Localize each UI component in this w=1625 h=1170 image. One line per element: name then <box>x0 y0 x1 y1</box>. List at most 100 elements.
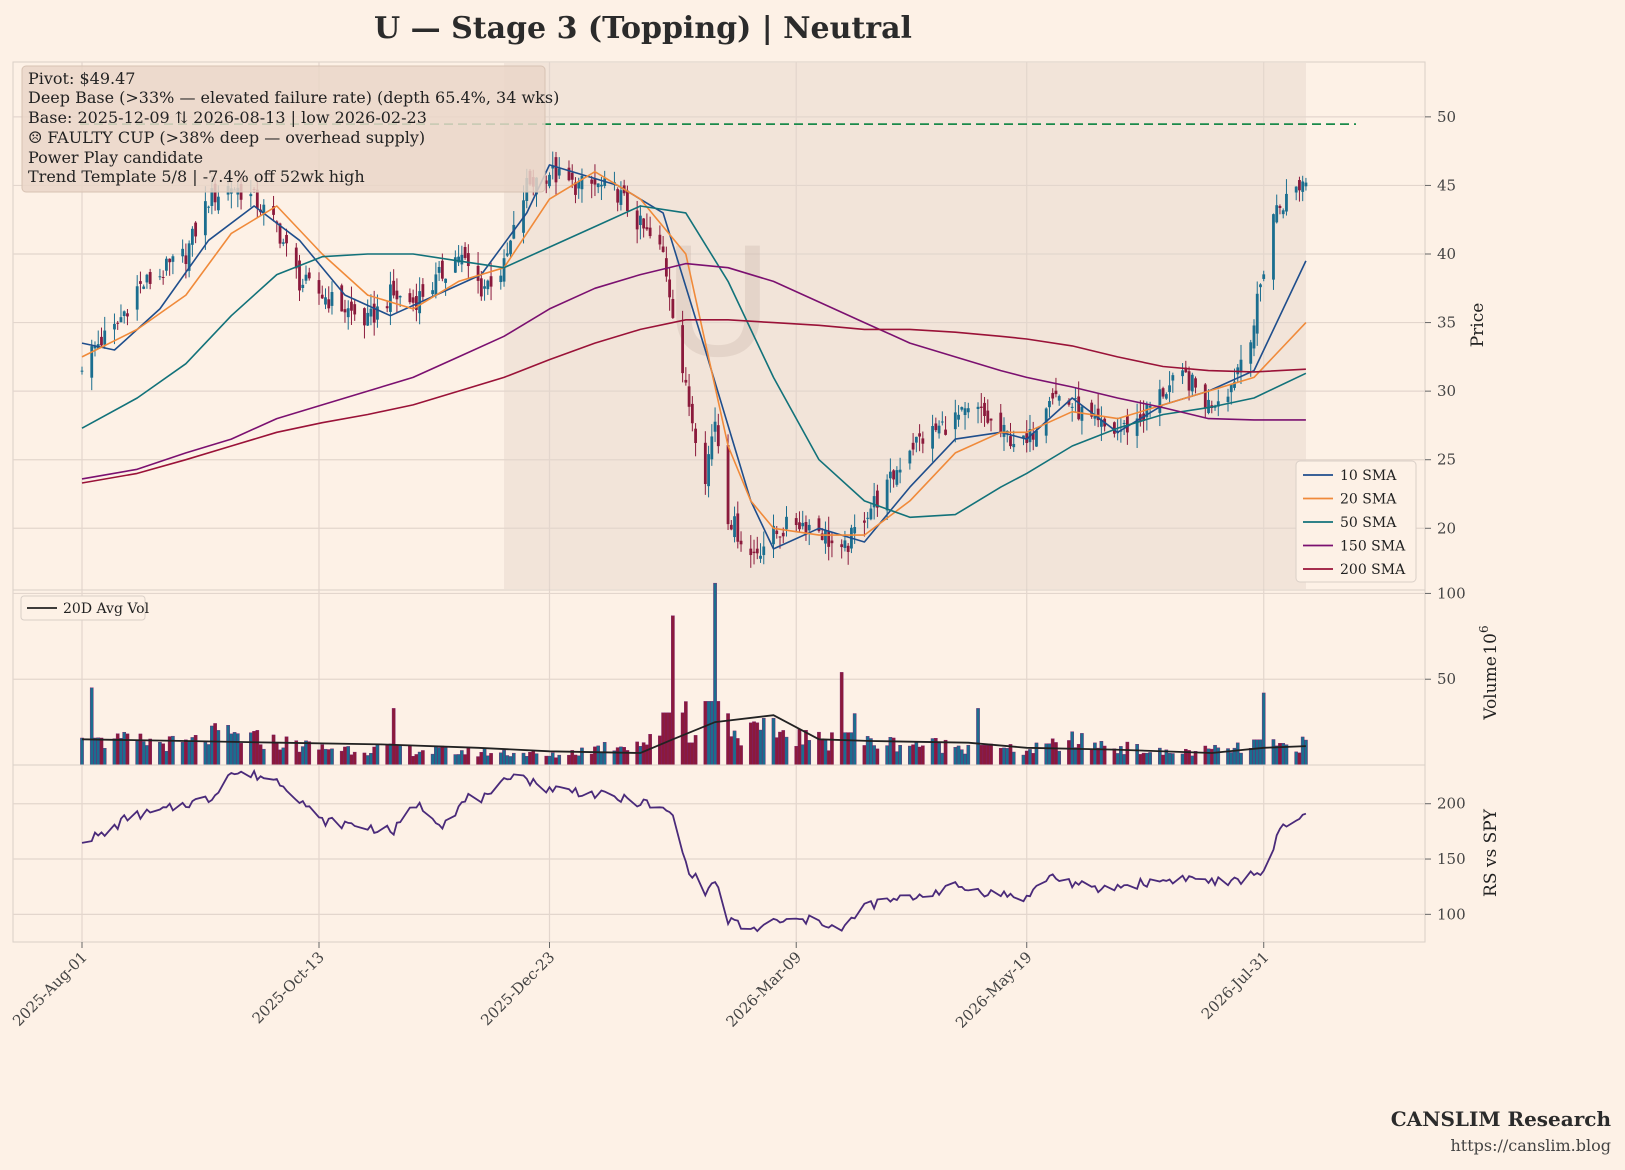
candle-body <box>1272 214 1275 280</box>
volume-bar <box>921 745 925 766</box>
volume-bar <box>1115 753 1120 766</box>
volume-bar <box>852 713 857 766</box>
candle-body <box>502 258 506 282</box>
volume-bar <box>1122 754 1126 766</box>
candle-body <box>389 284 392 312</box>
volume-bar <box>317 749 321 766</box>
volume-bar <box>940 752 945 766</box>
candle-body <box>1051 393 1055 399</box>
volume-bar <box>544 755 549 766</box>
rs-panel: 100 150 200 RS vs SPY <box>12 764 1501 943</box>
volume-bar <box>839 672 844 766</box>
rs-panel-frame <box>12 764 1426 943</box>
candle-body <box>853 527 857 534</box>
volume-bar <box>148 738 152 766</box>
candle-body <box>1096 408 1100 421</box>
volume-bar <box>576 755 581 766</box>
candle-body <box>1067 400 1071 405</box>
volume-bar <box>895 751 899 766</box>
candle-body <box>785 516 788 530</box>
candle-body <box>272 206 275 215</box>
candle-body <box>658 234 662 245</box>
volume-bar <box>362 752 367 766</box>
volume-bar <box>226 725 230 766</box>
volume-bar <box>1050 738 1055 766</box>
candle-body <box>103 330 107 345</box>
candle-body <box>466 253 470 267</box>
volume-bar <box>615 747 620 766</box>
candle-body <box>203 201 207 236</box>
candle-body <box>733 516 736 538</box>
candle-body <box>934 423 938 431</box>
avg-volume-line <box>81 714 1306 754</box>
volume-bar <box>1161 754 1165 766</box>
candle-body <box>960 407 964 410</box>
volume-bar <box>112 738 117 766</box>
candle-body <box>703 442 707 485</box>
volume-bar <box>1209 748 1214 766</box>
volume-bar <box>369 753 373 766</box>
candle-body <box>1298 180 1301 191</box>
candle-body <box>914 436 918 443</box>
volume-bar <box>1057 750 1061 766</box>
candle-body <box>778 536 782 538</box>
legend-label-20: 20 SMA <box>1340 492 1397 508</box>
volume-bar <box>375 744 380 766</box>
candle-body <box>1057 396 1061 401</box>
price-y-ticks: 20 25 30 35 40 45 50 <box>1425 108 1456 537</box>
volume-bar <box>732 730 737 766</box>
candle-body <box>1074 398 1077 400</box>
candle-body <box>161 277 165 279</box>
candle-body <box>1161 388 1165 397</box>
volume-bar <box>862 745 867 766</box>
candle-body <box>557 168 561 176</box>
candle-body <box>255 189 259 209</box>
volume-bar <box>297 751 302 766</box>
volume-bar <box>826 750 831 766</box>
volume-bar <box>956 745 961 766</box>
candle-body <box>1278 206 1282 208</box>
candle-body <box>989 418 993 421</box>
volume-bar <box>573 754 578 766</box>
volume-bar <box>534 753 539 766</box>
volume-bar <box>372 746 376 766</box>
volume-bar <box>580 747 584 766</box>
volume-unit: 106 <box>1477 625 1501 654</box>
price-y-tick-label: 40 <box>1437 245 1456 263</box>
volume-bar <box>1300 736 1305 766</box>
candle-body <box>548 174 551 187</box>
volume-bar <box>761 718 766 766</box>
volume-bar <box>521 752 526 766</box>
candle-body <box>1207 399 1210 414</box>
annotation-faulty-cup: ☹ FAULTY CUP (>38% deep — overhead suppl… <box>28 128 425 147</box>
volume-bar <box>917 746 922 766</box>
volume-legend-label: 20D Avg Vol <box>63 601 150 617</box>
candle-body <box>866 517 870 519</box>
volume-bar <box>437 747 441 766</box>
volume-bar <box>804 730 808 766</box>
volume-bar <box>304 740 308 766</box>
candle-body <box>304 274 308 281</box>
volume-bar <box>408 745 412 766</box>
volume-bar <box>589 753 594 766</box>
volume-bar <box>1274 745 1279 766</box>
candle-body <box>895 470 899 485</box>
candle-body <box>1148 405 1152 408</box>
volume-bar <box>1145 752 1149 766</box>
volume-bar <box>213 723 217 766</box>
candle-body <box>551 165 555 169</box>
volume-bar <box>505 755 510 766</box>
volume-bar <box>460 750 464 766</box>
volume-bar <box>943 739 948 766</box>
volume-legend-box <box>20 595 146 621</box>
candle-body <box>1168 385 1171 393</box>
volume-bar <box>307 741 312 766</box>
candle-body <box>940 421 944 423</box>
sma-legend: 10 SMA 20 SMA 50 SMA 150 SMA 200 SMA <box>1295 460 1417 583</box>
volume-bar <box>349 754 354 766</box>
candle-body <box>846 545 850 552</box>
price-axis-label: Price <box>1468 303 1488 348</box>
candle-body <box>1135 418 1139 436</box>
candle-body <box>395 290 399 300</box>
volume-bar <box>823 740 828 766</box>
